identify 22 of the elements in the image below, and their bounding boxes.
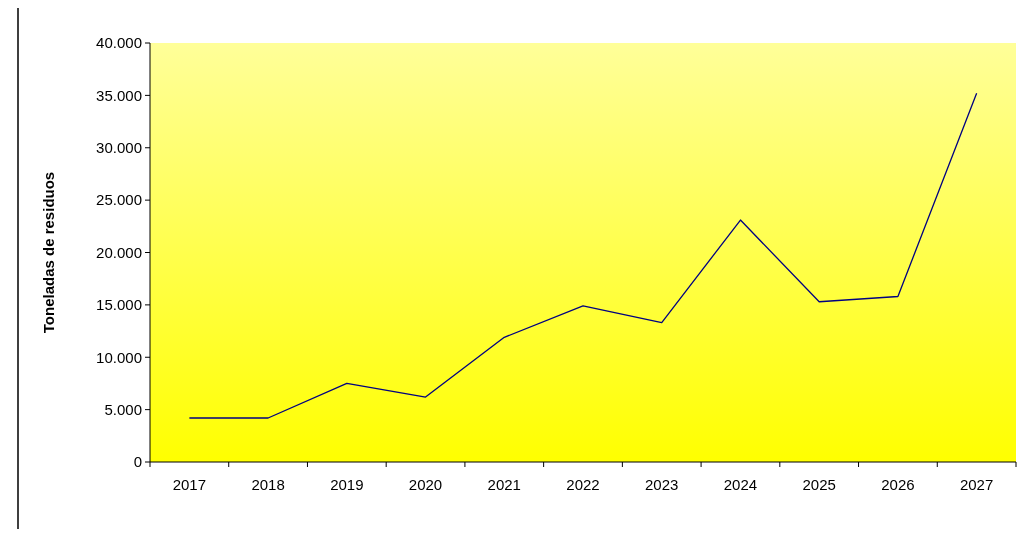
x-tick-label: 2020 <box>408 476 443 493</box>
y-tick-label: 30.000 <box>96 139 142 156</box>
y-axis-title: Toneladas de residuos <box>40 171 57 334</box>
x-tick-label: 2019 <box>330 476 364 493</box>
x-tick-label: 2023 <box>645 476 679 493</box>
x-tick-label: 2018 <box>251 476 285 493</box>
y-tick-label: 10.000 <box>96 348 142 366</box>
x-tick-label: 2025 <box>802 476 836 493</box>
y-tick-label: 5.000 <box>104 400 142 418</box>
y-tick-label: 15.000 <box>96 296 142 314</box>
line-series <box>188 92 978 419</box>
x-tick-label: 2027 <box>959 476 994 493</box>
x-tick-label: 2021 <box>487 476 521 493</box>
x-tick-label: 2022 <box>566 476 600 493</box>
y-tick-label: 40.000 <box>96 34 142 52</box>
x-tick-label: 2024 <box>723 476 758 493</box>
y-tick-label: 20.000 <box>96 243 142 261</box>
y-tick-label: 0 <box>133 453 142 471</box>
x-tick-label: 2026 <box>881 476 915 493</box>
x-tick-label: 2017 <box>172 476 207 493</box>
y-tick-label: 35.000 <box>96 86 142 104</box>
y-tick-label: 25.000 <box>96 191 142 209</box>
